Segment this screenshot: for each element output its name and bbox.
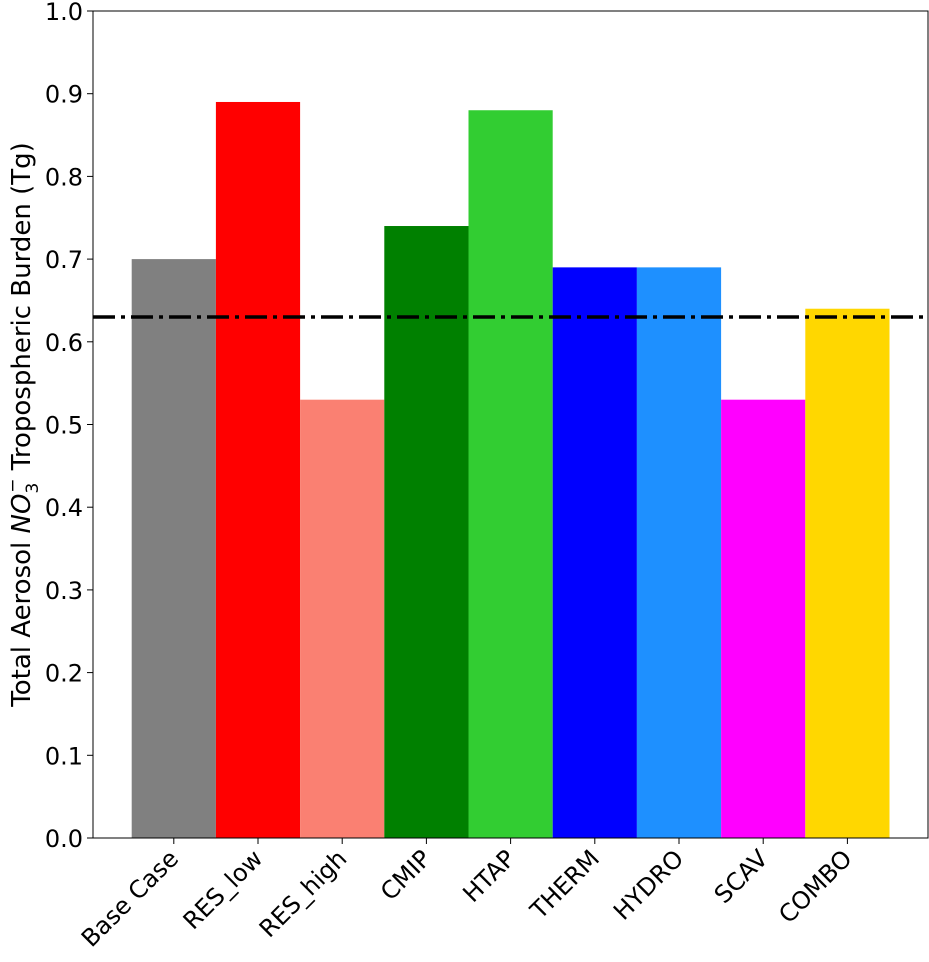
bars-group	[131, 101, 890, 839]
x-tick-label: RES_high	[254, 844, 353, 943]
y-tick-label: 0.2	[45, 660, 83, 688]
y-tick-label: 0.3	[45, 577, 83, 605]
y-tick-label: 0.7	[45, 246, 83, 274]
y-tick-label: 1.0	[45, 0, 83, 26]
x-tick-label: HTAP	[457, 844, 520, 907]
bar-res-high	[300, 399, 385, 838]
bar-combo	[805, 308, 890, 839]
y-axis-label: Total Aerosol NO3− Tropospheric Burden (…	[3, 142, 43, 708]
bar-hydro	[636, 267, 722, 838]
x-tick-label: Base Case	[76, 844, 184, 952]
bar-base-case	[131, 259, 216, 839]
y-tick-label: 0.6	[45, 329, 83, 357]
y-tick-label: 0.8	[45, 163, 83, 191]
y-tick-label: 0.4	[45, 494, 83, 522]
bar-res-low	[215, 101, 301, 839]
bar-therm	[552, 267, 637, 838]
x-tick-label: THERM	[524, 844, 605, 925]
y-tick-label: 0.9	[45, 81, 83, 109]
bar-cmip	[384, 226, 469, 838]
y-tick-label: 0.5	[45, 412, 83, 440]
x-tick-label: SCAV	[709, 844, 774, 909]
x-tick-label: CMIP	[375, 844, 437, 906]
x-tick-label: HYDRO	[608, 844, 689, 925]
y-axis: 0.0 0.1 0.2 0.3 0.4 0.5 0.6 0.7 0.8 0.9 1.0	[45, 0, 93, 853]
x-tick-label: COMBO	[773, 844, 857, 928]
bar-scav	[721, 399, 806, 838]
y-tick-label: 0.1	[45, 742, 83, 770]
bar-htap	[468, 110, 553, 839]
y-tick-label: 0.0	[45, 825, 83, 853]
